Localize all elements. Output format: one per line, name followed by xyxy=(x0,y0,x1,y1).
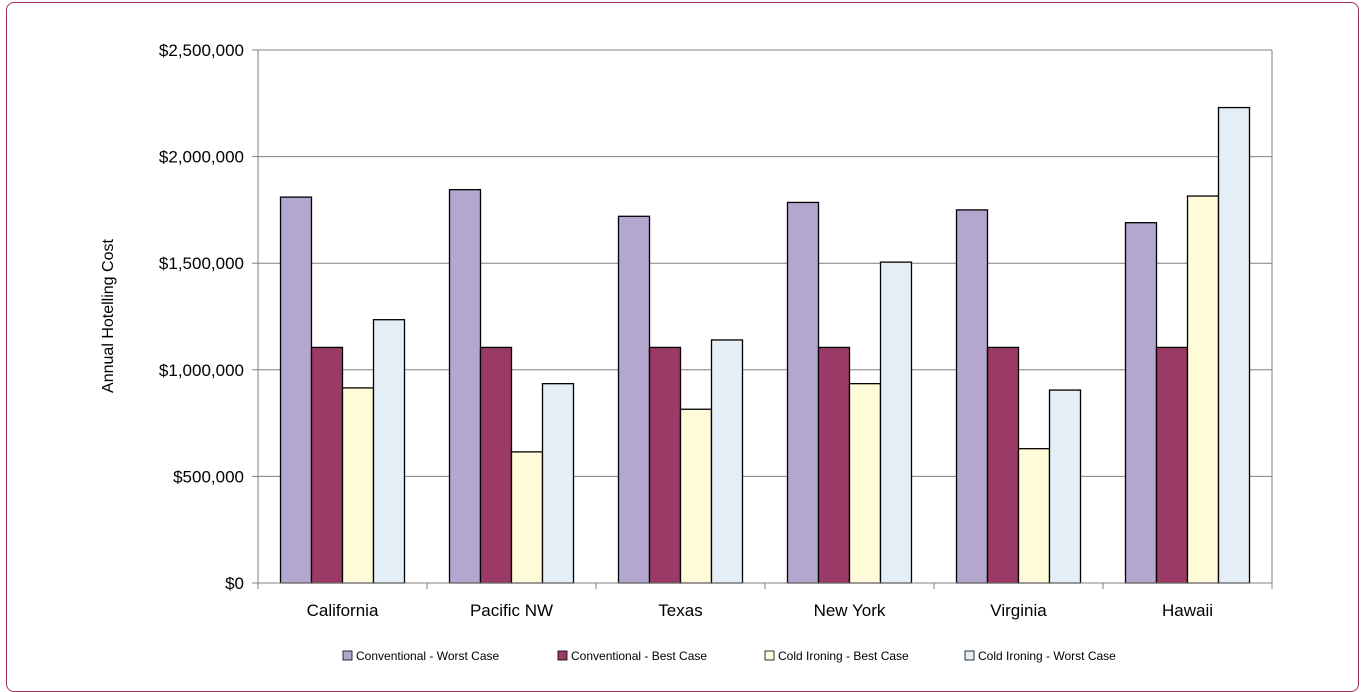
y-tick-label: $2,000,000 xyxy=(159,148,244,167)
bar-virginia-series-2 xyxy=(986,346,1020,584)
y-axis-label: Annual Hotelling Cost xyxy=(100,239,117,393)
bar-virginia-series-1 xyxy=(955,209,989,584)
bar-hawaii-series-3 xyxy=(1186,195,1220,584)
bar-virginia-series-3 xyxy=(1017,448,1051,584)
x-tick-label: Texas xyxy=(658,601,702,620)
y-tick-label: $500,000 xyxy=(173,467,244,486)
legend-label: Conventional - Best Case xyxy=(571,649,707,663)
bar-california-series-1 xyxy=(279,196,313,584)
x-tick-label: Pacific NW xyxy=(470,601,553,620)
bar-texas-series-3 xyxy=(679,408,713,584)
legend-label: Conventional - Worst Case xyxy=(356,649,500,663)
y-tick-label: $1,000,000 xyxy=(159,361,244,380)
y-tick-label: $0 xyxy=(225,574,244,593)
bars xyxy=(279,106,1251,584)
bar-new-york-series-4 xyxy=(879,261,913,584)
bar-pacific-nw-series-1 xyxy=(448,188,482,584)
bar-california-series-4 xyxy=(372,319,406,584)
bar-virginia-series-4 xyxy=(1048,389,1082,584)
legend-swatch xyxy=(342,650,353,661)
bar-pacific-nw-series-4 xyxy=(541,383,575,584)
bar-california-series-2 xyxy=(310,346,344,584)
y-tick-label: $1,500,000 xyxy=(159,254,244,273)
bar-texas-series-2 xyxy=(648,346,682,584)
bar-new-york-series-1 xyxy=(786,201,820,584)
x-tick-label: California xyxy=(307,601,379,620)
x-axis-ticks: California Pacific NW Texas New York Virgini… xyxy=(257,583,1273,620)
y-tick-label: $2,500,000 xyxy=(159,41,244,60)
legend: Conventional - Worst Case Conventional - … xyxy=(342,649,1116,663)
bar-texas-series-1 xyxy=(617,215,651,584)
axes xyxy=(257,50,1273,584)
bar-hawaii-series-1 xyxy=(1124,222,1158,584)
gridlines xyxy=(258,49,1272,477)
bar-california-series-3 xyxy=(341,387,375,584)
bar-new-york-series-3 xyxy=(848,383,882,584)
bar-pacific-nw-series-3 xyxy=(510,451,544,584)
legend-label: Cold Ironing - Best Case xyxy=(778,649,909,663)
legend-swatch xyxy=(557,650,568,661)
x-tick-label: Hawaii xyxy=(1162,601,1213,620)
bar-pacific-nw-series-2 xyxy=(479,346,513,584)
legend-label: Cold Ironing - Worst Case xyxy=(978,649,1116,663)
x-tick-label: New York xyxy=(814,601,886,620)
bar-texas-series-4 xyxy=(710,339,744,584)
x-tick-label: Virginia xyxy=(990,601,1047,620)
bar-hawaii-series-2 xyxy=(1155,346,1189,584)
bar-new-york-series-2 xyxy=(817,346,851,584)
legend-swatch xyxy=(964,650,975,661)
y-axis-ticks: $0 $500,000 $1,000,000 $1,500,000 $2,000,000… xyxy=(159,41,258,593)
legend-swatch xyxy=(764,650,775,661)
bar-hawaii-series-4 xyxy=(1217,106,1251,584)
